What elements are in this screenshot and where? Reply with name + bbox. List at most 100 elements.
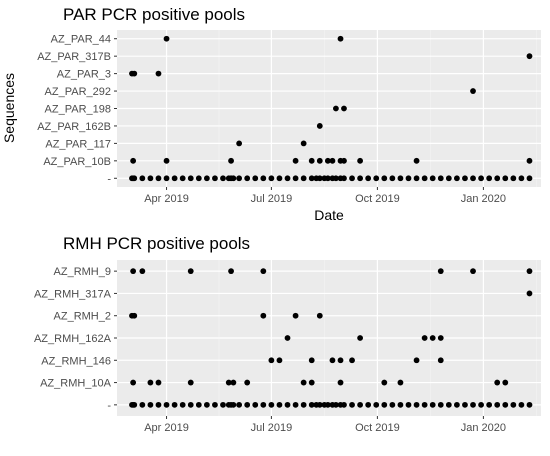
data-point: [494, 175, 501, 182]
data-point: [147, 379, 154, 386]
y-tick-label-az-rmh-2: AZ_RMH_2: [54, 311, 111, 323]
data-point: [478, 401, 484, 408]
data-point: [308, 401, 315, 408]
data-point: [284, 335, 291, 341]
data-point: [131, 401, 138, 408]
data-point: [230, 401, 237, 408]
data-point: [429, 175, 436, 182]
data-point: [163, 35, 170, 42]
data-point: [300, 379, 307, 386]
data-point: [195, 175, 202, 182]
data-point: [429, 401, 436, 408]
data-point: [155, 401, 162, 408]
chart-panel-1: PAR PCR positive pools - AZ_PAR_10B AZ_PAR_…: [1, 5, 541, 223]
data-point: [502, 379, 509, 386]
data-point: [163, 157, 170, 164]
data-point: [421, 401, 428, 408]
data-point: [494, 379, 501, 386]
data-point: [405, 175, 412, 182]
series-az-par-44: [163, 35, 344, 42]
data-point: [357, 157, 364, 164]
x-tick-label: Jan 2020: [461, 193, 506, 205]
data-point: [284, 175, 291, 182]
data-point: [486, 175, 493, 182]
data-point: [130, 268, 137, 275]
data-point: [292, 175, 299, 182]
data-point: [349, 175, 355, 182]
data-point: [260, 175, 267, 182]
data-point: [389, 175, 396, 182]
x-tick-label: Oct 2019: [355, 193, 400, 205]
data-point: [324, 401, 331, 408]
data-point: [244, 379, 251, 386]
data-point: [131, 312, 138, 319]
data-point: [413, 357, 420, 364]
data-point: [526, 401, 533, 408]
y-tick-label-az-par-3: AZ_PAR_3: [57, 69, 111, 81]
y-tick-label-az-rmh-9: AZ_RMH_9: [54, 266, 111, 278]
y-tick-label-az-rmh-146: AZ_RMH_146: [41, 355, 111, 367]
data-point: [236, 401, 243, 408]
data-point: [163, 401, 170, 408]
data-point: [228, 157, 234, 164]
data-point: [308, 175, 315, 182]
x-tick-label: Jul 2019: [251, 193, 293, 205]
data-point: [260, 268, 267, 275]
data-point: [260, 401, 267, 408]
y-tick-label-az-par-292: AZ_PAR_292: [45, 86, 111, 98]
x-axis-label: Date: [314, 207, 344, 223]
data-point: [276, 401, 283, 408]
data-point: [413, 175, 420, 182]
data-point: [397, 175, 404, 182]
chart-panel-2: RMH PCR positive pools - AZ_RMH_10A AZ_RMH_…: [34, 234, 541, 434]
series-dash: [129, 401, 533, 408]
data-point: [373, 401, 380, 408]
data-point: [357, 175, 364, 182]
data-point: [526, 175, 533, 182]
data-point: [462, 401, 468, 408]
series-az-par-3: [129, 70, 162, 77]
x-tick-label: Jan 2020: [461, 422, 506, 434]
data-point: [316, 312, 323, 319]
data-point: [131, 70, 138, 77]
data-point: [220, 401, 226, 408]
data-point: [292, 401, 299, 408]
data-point: [373, 175, 380, 182]
data-point: [349, 401, 355, 408]
data-point: [470, 268, 476, 275]
data-point: [284, 401, 291, 408]
data-point: [324, 175, 331, 182]
data-point: [316, 157, 323, 164]
data-point: [526, 268, 533, 275]
data-point: [526, 157, 533, 164]
data-point: [300, 140, 307, 147]
data-point: [203, 401, 210, 408]
data-point: [502, 175, 509, 182]
data-point: [187, 401, 194, 408]
data-point: [478, 175, 484, 182]
y-tick-label-az-par-44: AZ_PAR_44: [51, 34, 111, 46]
y-tick-label-az-par-10b: AZ_PAR_10B: [43, 156, 111, 168]
series-az-par-10b: [130, 157, 533, 164]
x-tick-label: Apr 2019: [144, 193, 189, 205]
data-point: [276, 357, 283, 364]
data-point: [316, 175, 323, 182]
data-point: [365, 175, 372, 182]
data-point: [437, 401, 444, 408]
data-point: [260, 312, 267, 319]
series-dash: [129, 175, 533, 182]
data-point: [139, 401, 146, 408]
data-point: [316, 123, 323, 129]
data-point: [518, 175, 525, 182]
series-az-rmh-162a: [284, 335, 444, 341]
data-point: [329, 157, 336, 164]
data-point: [292, 312, 299, 319]
x-tick-label: Oct 2019: [355, 422, 400, 434]
data-point: [397, 401, 404, 408]
data-point: [494, 401, 501, 408]
data-point: [203, 175, 210, 182]
data-point: [349, 357, 355, 364]
data-point: [333, 401, 339, 408]
